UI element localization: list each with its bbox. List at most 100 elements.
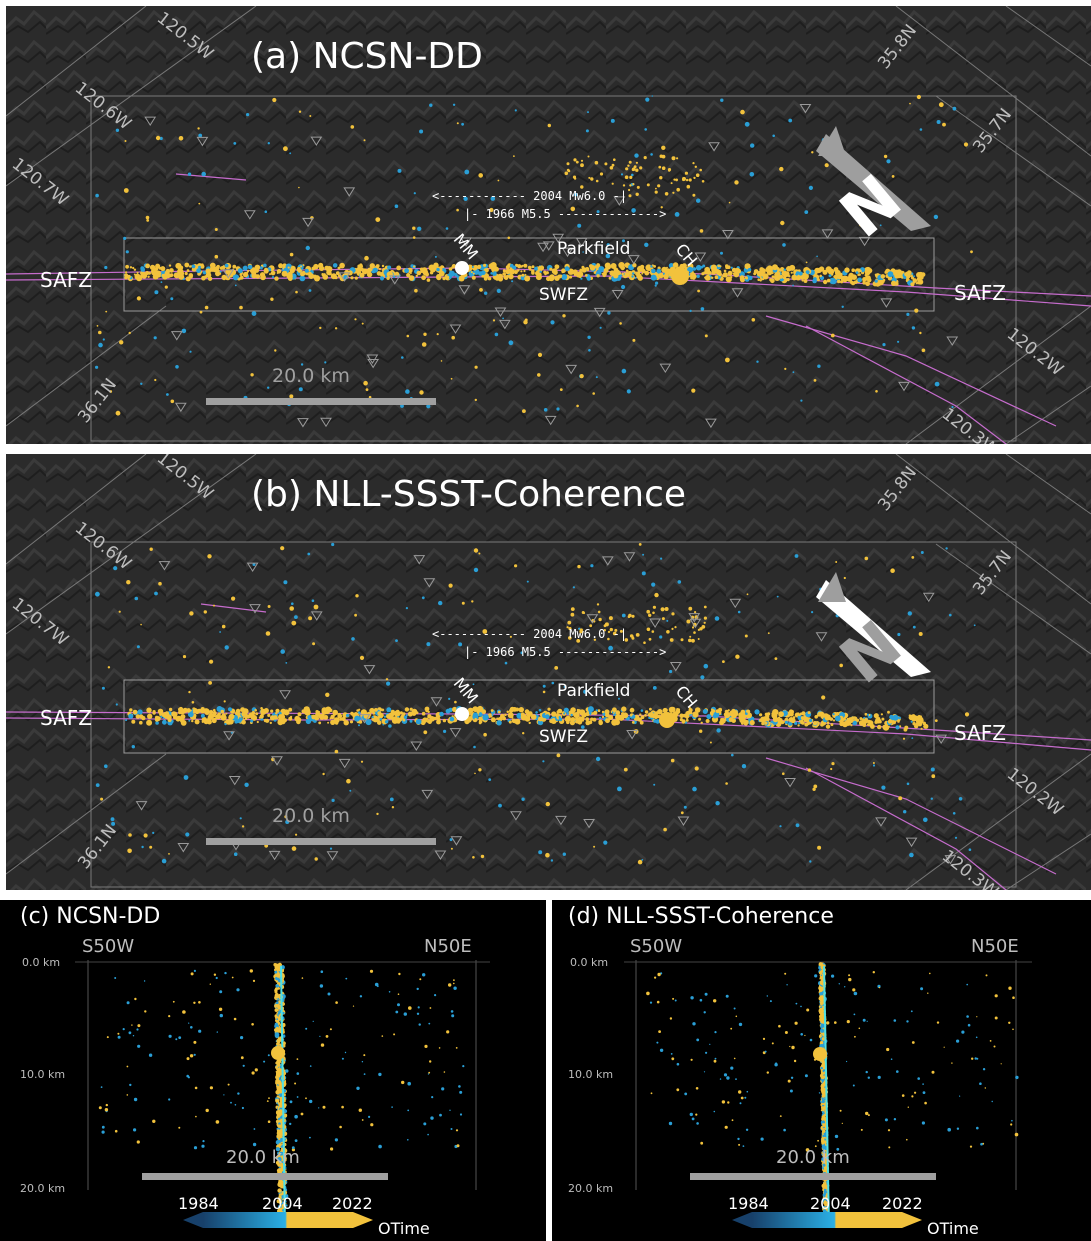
earthquake-dot <box>391 806 395 809</box>
earthquake-dot <box>629 708 634 713</box>
earthquake-dot <box>884 1118 888 1122</box>
earthquake-dot <box>570 206 576 212</box>
earthquake-dot <box>398 972 401 976</box>
mm-marker <box>455 707 469 721</box>
earthquake-dot <box>186 708 191 713</box>
earthquake-dot <box>481 270 486 276</box>
earthquake-dot <box>921 348 926 353</box>
earthquake-dot <box>657 972 661 977</box>
earthquake-dot <box>629 634 634 638</box>
earthquake-dot <box>929 972 931 975</box>
fault-trace-line <box>280 965 286 1227</box>
earthquake-dot <box>843 717 846 721</box>
earthquake-dot <box>771 1042 774 1045</box>
earthquake-dot <box>274 1022 278 1026</box>
earthquake-dot <box>574 192 578 197</box>
earthquake-dot <box>851 716 855 720</box>
earthquake-dot <box>719 1078 722 1080</box>
station-triangle <box>784 777 796 788</box>
earthquake-dot <box>523 269 526 273</box>
earthquake-dot <box>427 1073 429 1075</box>
earthquake-dot <box>452 103 456 107</box>
earthquake-dot <box>187 711 194 718</box>
earthquake-dot <box>611 163 615 167</box>
earthquake-dot <box>875 390 878 393</box>
earthquake-dot <box>451 335 456 340</box>
earthquake-dot <box>846 1060 848 1063</box>
earthquake-dot <box>143 980 146 982</box>
station-triangle <box>423 578 436 588</box>
earthquake-dot <box>821 1059 825 1064</box>
earthquake-dot <box>587 155 590 158</box>
earthquake-dot <box>744 121 750 127</box>
range-2004-label: <------------ 2004 Mw6.0 -| <box>432 627 627 641</box>
earthquake-dot <box>956 1127 960 1130</box>
earthquake-dot <box>914 1091 917 1094</box>
earthquake-dot <box>164 285 168 289</box>
earthquake-dot <box>658 272 664 279</box>
earthquake-dot <box>363 139 366 142</box>
earthquake-dot <box>359 272 365 278</box>
earthquake-dot <box>564 171 569 176</box>
earthquake-dot <box>524 273 527 276</box>
earthquake-dot <box>599 326 602 329</box>
station-triangle <box>358 714 371 724</box>
earthquake-dot <box>254 264 261 271</box>
earthquake-dot <box>375 264 380 268</box>
earthquake-dot <box>278 1196 282 1200</box>
earthquake-dot <box>581 267 587 273</box>
earthquake-dot <box>361 322 364 325</box>
earthquake-dot <box>759 268 765 274</box>
earthquake-dot <box>332 709 339 716</box>
earthquake-dot <box>820 1120 825 1125</box>
earthquake-dot <box>449 838 453 842</box>
earthquake-dot <box>273 715 278 720</box>
earthquake-dot <box>709 1043 711 1045</box>
earthquake-dot <box>289 394 294 399</box>
earthquake-dot <box>125 250 129 254</box>
earthquake-dot <box>567 620 572 625</box>
earthquake-dot <box>531 265 535 269</box>
earthquake-dot <box>621 706 627 712</box>
earthquake-dot <box>332 263 338 268</box>
earthquake-dot <box>335 1001 338 1004</box>
earthquake-dot <box>636 185 640 189</box>
earthquake-dot <box>573 158 577 162</box>
earthquake-dot <box>654 284 657 287</box>
earthquake-dot <box>694 165 697 168</box>
earthquake-dot <box>563 707 569 713</box>
earthquake-dot <box>406 334 410 338</box>
earthquake-dot <box>463 196 468 201</box>
earthquake-dot <box>219 631 222 633</box>
earthquake-dot <box>784 1031 788 1034</box>
earthquake-dot <box>493 275 497 279</box>
earthquake-dot <box>822 1123 827 1127</box>
earthquake-dot <box>458 1085 461 1088</box>
earthquake-dot <box>497 273 503 279</box>
earthquake-dot <box>284 815 288 819</box>
earthquake-dot <box>692 1022 696 1026</box>
earthquake-dot <box>951 1062 953 1064</box>
earthquake-dot <box>655 281 659 285</box>
earthquake-dot <box>598 716 602 720</box>
earthquake-dot <box>198 202 201 205</box>
earthquake-dot <box>967 1023 971 1027</box>
earthquake-dot <box>276 1040 278 1042</box>
station-triangle <box>858 236 871 247</box>
earthquake-dot <box>966 983 968 986</box>
earthquake-dot <box>562 314 566 318</box>
earthquake-dot <box>952 812 956 815</box>
scale-bar <box>690 1173 936 1180</box>
earthquake-dot <box>596 210 600 214</box>
earthquake-dot <box>343 720 349 726</box>
earthquake-dot <box>938 102 944 108</box>
earthquake-dot <box>824 1197 827 1200</box>
earthquake-dot <box>620 173 624 176</box>
earthquake-dot <box>219 270 222 273</box>
earthquake-dot <box>504 713 507 717</box>
earthquake-dot <box>700 721 703 724</box>
earthquake-dot <box>778 1024 781 1028</box>
earthquake-dot <box>580 163 584 168</box>
earthquake-dot <box>951 405 954 409</box>
earthquake-dot <box>100 797 104 801</box>
